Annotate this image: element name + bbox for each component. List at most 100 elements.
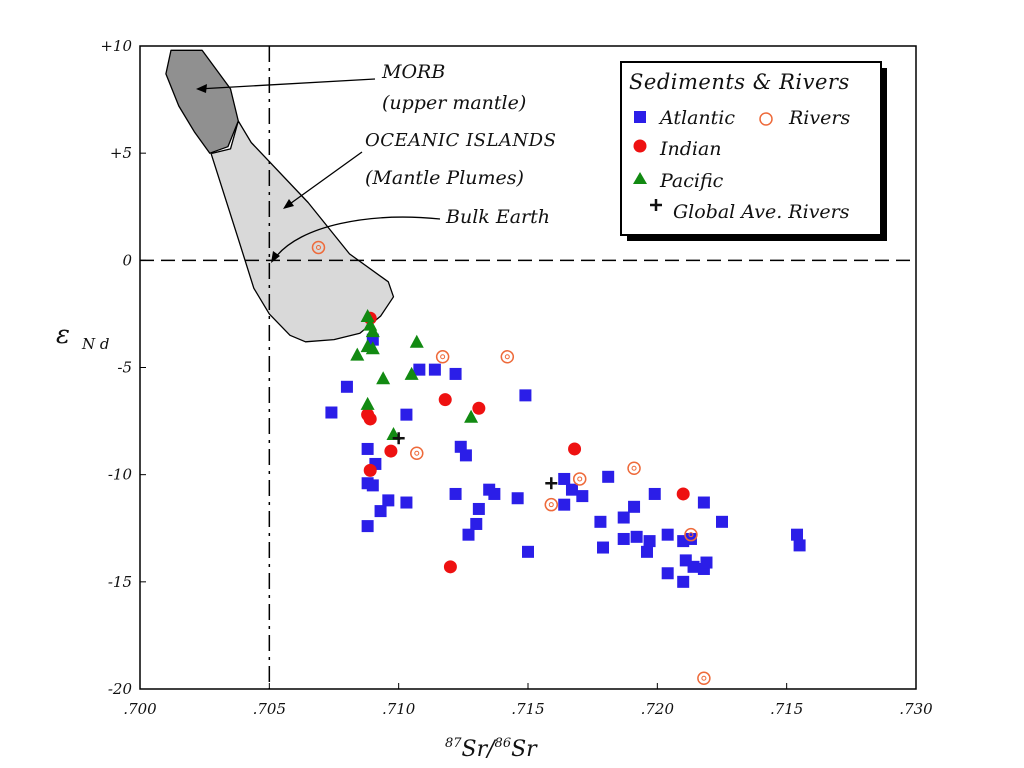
x-tick-label: .710 (382, 700, 416, 718)
morb-arrowhead (196, 84, 207, 93)
atlantic-point (374, 505, 387, 518)
x-axis-label-base1: Sr/ (462, 737, 498, 762)
atlantic-point (558, 472, 571, 485)
y-tick-label: 0 (122, 251, 132, 269)
rivers-point-inner (688, 532, 694, 538)
atlantic-point (791, 528, 804, 541)
indian-point (443, 560, 457, 574)
atlantic-point (382, 494, 395, 507)
legend-title: Sediments & Rivers (629, 70, 850, 94)
x-tick-label: .720 (641, 700, 675, 718)
atlantic-point (400, 496, 413, 509)
x-tick-label: .705 (253, 700, 286, 718)
atlantic-point (470, 517, 483, 530)
rivers-point (410, 446, 424, 460)
annotation-group: MORB (upper mantle) OCEANIC ISLANDS (Man… (196, 61, 556, 263)
morb-label: MORB (381, 61, 445, 83)
rivers-point-inner (577, 476, 583, 482)
x-tick-label: .700 (123, 700, 157, 718)
pacific-point (404, 366, 419, 380)
rivers-point-inner (440, 354, 446, 360)
reference-lines (140, 46, 916, 689)
atlantic-point (684, 532, 697, 545)
legend-marker-indian (633, 139, 647, 153)
atlantic-point (640, 545, 653, 558)
atlantic-point (472, 502, 485, 515)
pacific-point (360, 396, 375, 410)
atlantic-point (413, 363, 426, 376)
indian-point (568, 442, 582, 456)
x-axis-label-base2: Sr (511, 737, 538, 762)
legend-label-indian: Indian (659, 138, 722, 160)
rivers-point (697, 671, 711, 686)
rivers-point (435, 350, 450, 364)
atlantic-point (576, 490, 589, 503)
atlantic-point (325, 406, 338, 419)
atlantic-point (449, 487, 462, 500)
indian-point (438, 393, 452, 407)
x-axis-label-sup1: 87 (445, 736, 462, 751)
indian-point (363, 412, 377, 426)
rivers-point-inner (631, 465, 637, 471)
atlantic-point (361, 520, 374, 533)
atlantic-point (643, 535, 656, 548)
indian-point (384, 444, 398, 458)
rivers-point-inner (504, 354, 510, 360)
rivers-point (311, 240, 326, 255)
x-axis-label-sup2: 86 (495, 736, 512, 751)
atlantic-point (428, 363, 441, 376)
rivers-point (627, 461, 641, 475)
atlantic-point (617, 511, 630, 524)
x-tick-label: .715 (511, 700, 544, 718)
atlantic-point (519, 389, 532, 402)
indian-point (363, 463, 377, 477)
rivers-point-inner (414, 450, 420, 456)
morb-sublabel: (upper mantle) (382, 92, 526, 114)
y-tick-label: -15 (108, 573, 132, 591)
y-tick-label: -10 (108, 466, 133, 484)
rivers-point (500, 350, 515, 364)
bulk-earth-label: Bulk Earth (445, 206, 550, 228)
x-tick-label: .715 (770, 700, 803, 718)
rivers-point (572, 472, 587, 486)
atlantic-point (716, 515, 728, 528)
bulk-earth-arrow (274, 216, 441, 259)
pacific-point (409, 334, 424, 348)
pacific-point (464, 409, 479, 423)
atlantic-point (630, 530, 643, 543)
atlantic-point (597, 541, 610, 554)
y-axis-label-sub: N d (81, 335, 110, 353)
global-point (392, 432, 405, 445)
x-axis-label: 87Sr/86Sr (445, 736, 538, 762)
pacific-point (350, 347, 365, 361)
atlantic-point (661, 567, 674, 580)
indian-point (676, 487, 690, 501)
atlantic-point (565, 483, 578, 496)
legend-marker-pacific (633, 172, 647, 184)
y-tick-label: +10 (100, 37, 132, 55)
atlantic-point (677, 575, 690, 588)
atlantic-point (366, 479, 379, 492)
y-axis-label: ε N d (56, 320, 110, 353)
oib-arrowhead (283, 199, 294, 209)
region-morb (165, 49, 239, 154)
y-tick-label: +5 (110, 144, 132, 162)
atlantic-point (648, 487, 661, 500)
pacific-point (386, 426, 401, 440)
legend-label-rivers: Rivers (788, 107, 850, 129)
rivers-point-inner (548, 502, 554, 508)
atlantic-point (449, 367, 462, 380)
atlantic-point (594, 515, 607, 528)
morb-arrow (197, 78, 376, 90)
atlantic-point (522, 545, 534, 558)
atlantic-point (558, 498, 571, 511)
legend-label-global: Global Ave. Rivers (673, 201, 850, 223)
rivers-point-inner (701, 675, 707, 681)
atlantic-point (340, 380, 353, 393)
global-point (545, 477, 558, 490)
atlantic-point (361, 442, 374, 455)
regions-layer (165, 49, 395, 343)
legend-label-atlantic: Atlantic (658, 107, 735, 129)
atlantic-point (602, 470, 615, 483)
